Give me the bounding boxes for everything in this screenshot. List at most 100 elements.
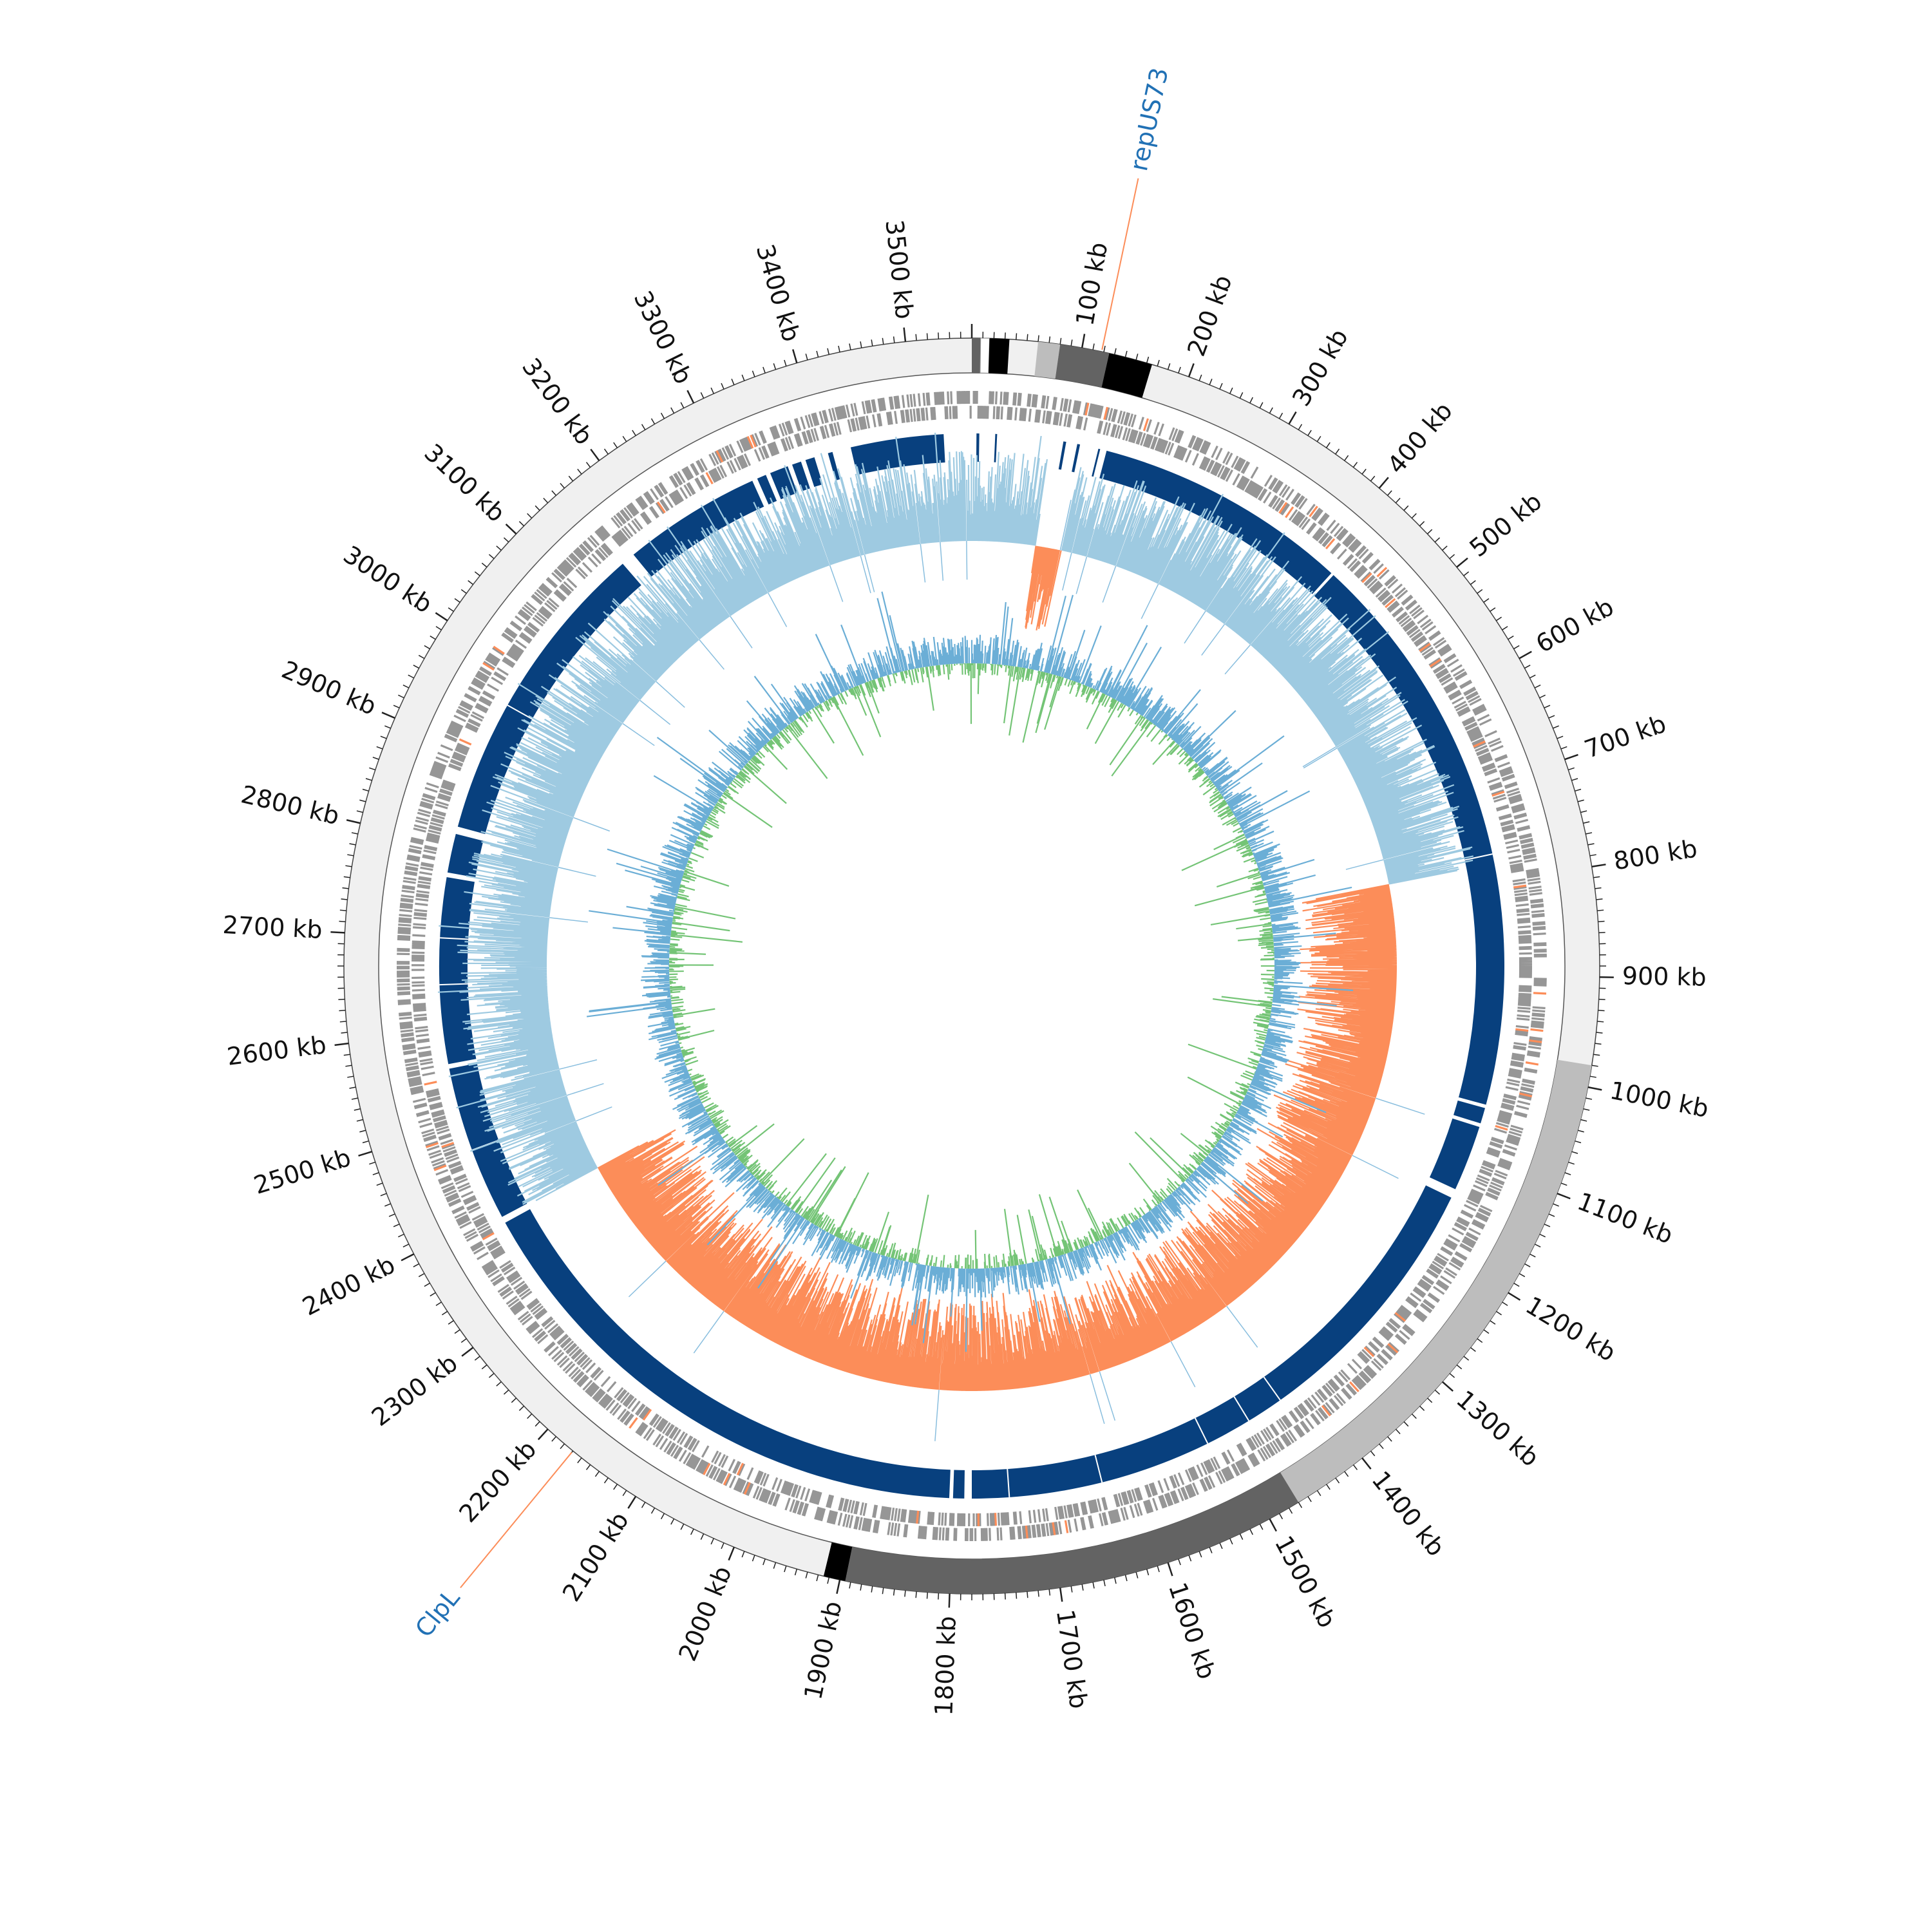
blast-block-12: [449, 1063, 527, 1217]
major-tick: [836, 1579, 841, 1594]
minor-tick: [535, 1421, 540, 1427]
minor-tick: [1530, 1253, 1536, 1258]
outer-ring-segment-4: [1055, 344, 1110, 388]
minor-tick: [762, 1558, 766, 1566]
minor-tick: [1387, 1436, 1392, 1442]
blast-separator-3: [1233, 1396, 1250, 1421]
tick-label-2000kb: 2000 kb: [673, 1562, 737, 1665]
minor-tick: [632, 430, 636, 436]
minor-tick: [339, 1021, 346, 1023]
minor-tick: [343, 876, 350, 878]
minor-tick: [413, 665, 420, 669]
minor-tick: [338, 998, 345, 1000]
minor-tick: [1580, 1119, 1587, 1122]
minor-tick: [585, 462, 591, 468]
minor-tick: [641, 424, 646, 430]
minor-tick: [474, 571, 480, 576]
minor-tick: [1307, 430, 1312, 436]
major-tick: [1188, 363, 1195, 377]
minor-tick: [1539, 694, 1546, 699]
minor-tick: [710, 1538, 714, 1545]
minor-tick: [1298, 1502, 1303, 1508]
minor-tick: [535, 505, 540, 511]
minor-tick: [488, 1372, 495, 1378]
minor-tick: [1539, 1233, 1546, 1238]
minor-tick: [1124, 1575, 1128, 1582]
minor-tick: [365, 778, 372, 781]
minor-tick: [1114, 1577, 1117, 1584]
gene-marks: [396, 391, 1547, 1542]
minor-tick: [1560, 746, 1567, 750]
minor-tick: [481, 562, 488, 568]
minor-tick: [731, 379, 735, 385]
minor-tick: [938, 332, 940, 339]
minor-tick: [398, 694, 404, 699]
minor-tick: [1239, 1533, 1244, 1540]
minor-tick: [424, 645, 430, 650]
minor-tick: [481, 1364, 488, 1370]
minor-tick: [474, 1356, 480, 1361]
minor-tick: [893, 336, 895, 343]
minor-tick: [1092, 1582, 1095, 1589]
minor-tick: [372, 757, 379, 760]
minor-tick: [784, 1566, 787, 1573]
minor-tick: [1530, 674, 1536, 679]
minor-tick: [1081, 1584, 1084, 1591]
gc-skew-track: [586, 591, 1354, 1352]
minor-tick: [372, 1172, 379, 1175]
major-tick: [537, 1428, 549, 1441]
major-tick: [1557, 1192, 1571, 1200]
blast-block-19: [791, 461, 810, 491]
annotation-line-clpl: [460, 1452, 573, 1589]
outer-ring-segment-3: [1034, 341, 1061, 379]
blast-separator-5: [1094, 1454, 1103, 1483]
minor-tick: [347, 854, 354, 857]
minor-tick: [762, 366, 766, 374]
minor-tick: [622, 435, 627, 442]
minor-tick: [721, 1542, 724, 1549]
minor-tick: [1598, 1010, 1605, 1012]
minor-tick: [827, 1577, 829, 1584]
minor-tick: [849, 343, 851, 350]
minor-tick: [349, 1086, 356, 1089]
minor-tick: [518, 521, 525, 527]
major-tick: [728, 1546, 735, 1561]
minor-tick: [342, 887, 349, 889]
minor-tick: [560, 1443, 565, 1450]
minor-tick: [388, 1213, 395, 1217]
minor-tick: [1278, 412, 1283, 419]
blast-block-4: [1092, 448, 1101, 477]
tick-label-1900kb: 1900 kb: [799, 1598, 848, 1702]
outer-ring-segment-1: [980, 337, 990, 374]
minor-tick: [351, 1097, 358, 1100]
minor-tick: [1259, 1524, 1264, 1530]
tick-label-300kb: 300 kb: [1287, 324, 1354, 411]
minor-tick: [1229, 1538, 1233, 1545]
minor-tick: [1209, 1547, 1213, 1553]
minor-tick: [1534, 1244, 1541, 1247]
minor-tick: [339, 909, 346, 911]
minor-tick: [384, 725, 391, 729]
minor-tick: [938, 1593, 940, 1600]
minor-tick: [369, 1161, 376, 1165]
major-tick: [1288, 411, 1297, 425]
gc-content-positive: [437, 432, 1474, 1206]
minor-tick: [1124, 350, 1128, 357]
minor-tick: [369, 767, 376, 771]
major-tick: [1059, 1587, 1063, 1602]
minor-tick: [752, 1555, 755, 1562]
minor-tick: [1586, 832, 1593, 835]
minor-tick: [1288, 1508, 1293, 1514]
gc-skew-outer: [586, 591, 1354, 1352]
minor-tick: [613, 442, 618, 448]
minor-tick: [527, 513, 533, 519]
tick-label-1000kb: 1000 kb: [1607, 1076, 1711, 1123]
minor-tick: [1434, 1389, 1441, 1395]
minor-tick: [359, 1130, 366, 1133]
minor-tick: [1513, 1282, 1520, 1287]
tick-label-2400kb: 2400 kb: [298, 1251, 400, 1321]
minor-tick: [1597, 909, 1604, 911]
tick-label-1400kb: 1400 kb: [1366, 1466, 1450, 1562]
minor-tick: [1513, 645, 1520, 650]
